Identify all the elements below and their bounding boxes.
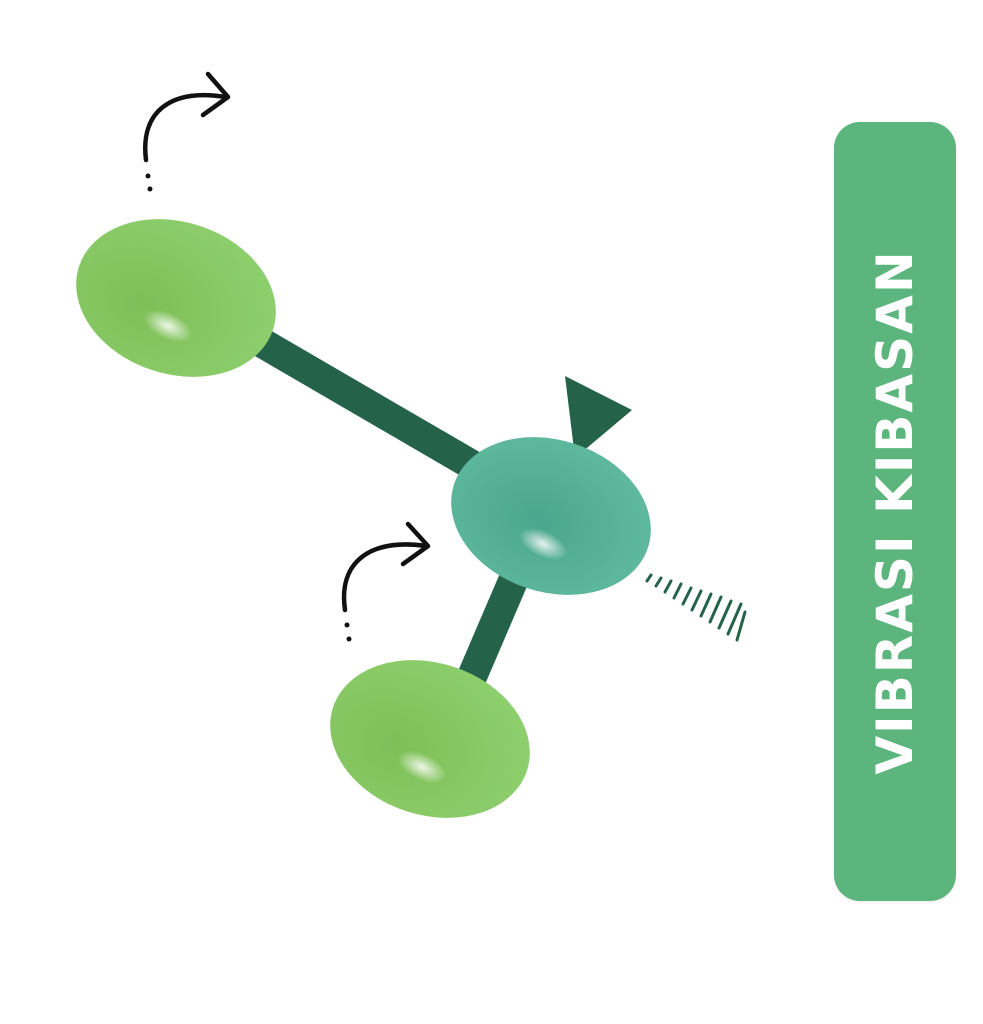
central-atom [451, 437, 651, 595]
rotation-arrow-top [142, 71, 231, 192]
rotation-arrow-bottom [341, 521, 431, 642]
outer-atom-bottom [330, 660, 530, 818]
wedge-bond [565, 376, 632, 458]
hashed-bond [645, 573, 747, 642]
title-banner: VIBRASI KIBASAN [834, 122, 956, 901]
bond-top [232, 317, 480, 478]
diagram-title: VIBRASI KIBASAN [866, 248, 924, 775]
outer-atom-top [76, 219, 276, 377]
